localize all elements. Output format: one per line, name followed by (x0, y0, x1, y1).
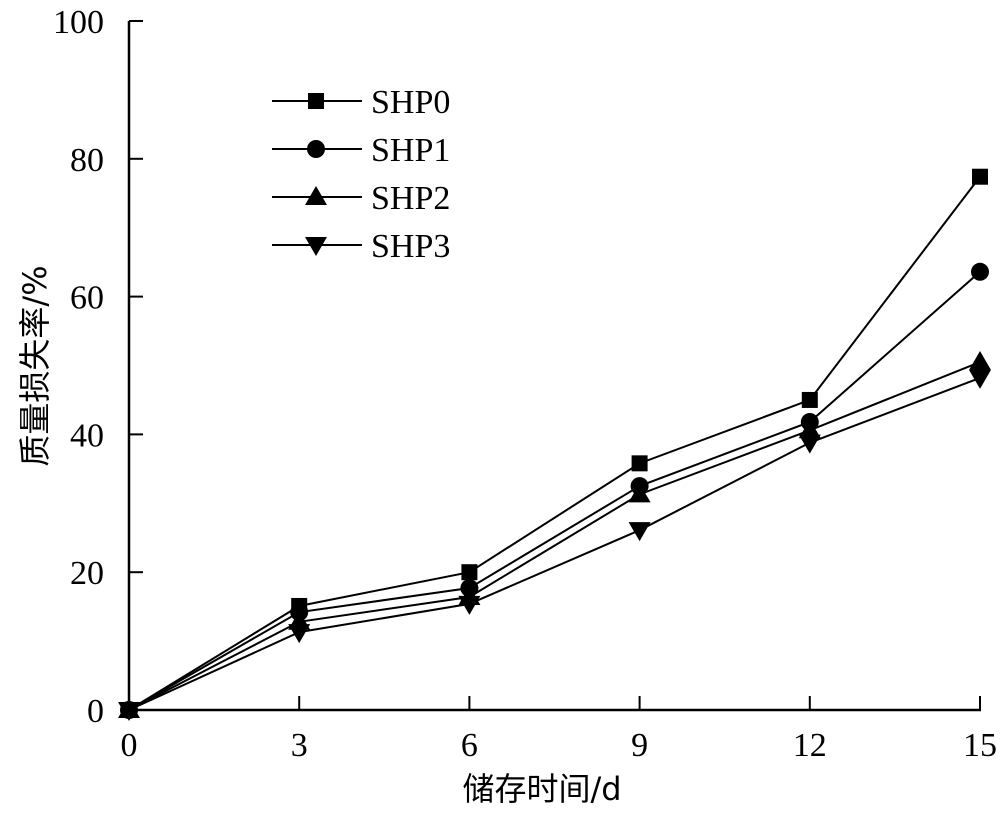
series-shp0 (121, 168, 988, 718)
data-point (631, 455, 648, 472)
x-tick-label: 3 (291, 727, 308, 764)
y-axis-title: 质量损失率/% (16, 265, 54, 466)
data-point (461, 564, 478, 581)
data-point (801, 391, 818, 408)
axes (127, 21, 981, 712)
data-point (628, 483, 651, 503)
series-line (128, 176, 981, 711)
y-tick-label: 0 (87, 693, 104, 730)
legend-label: SHP3 (371, 228, 450, 265)
data-point (798, 419, 821, 439)
legend-marker (305, 186, 327, 205)
x-tick-label: 9 (631, 727, 648, 764)
legend-item: SHP2 (272, 180, 450, 217)
series-shp1 (120, 262, 989, 719)
data-point (798, 434, 821, 454)
data-point (458, 595, 481, 615)
legend-label: SHP0 (371, 84, 450, 121)
data-point (969, 369, 991, 389)
legend-item: SHP3 (272, 228, 450, 265)
data-point (969, 351, 991, 371)
data-point (288, 624, 311, 644)
legend-label: SHP1 (371, 132, 450, 169)
y-tick-label: 40 (70, 417, 104, 454)
x-tick-label: 0 (121, 727, 138, 764)
x-ticks: 0 3 6 9 12 15 (121, 696, 997, 764)
series-shp2 (118, 351, 991, 718)
y-tick-label: 60 (70, 280, 104, 317)
legend-label: SHP2 (371, 180, 450, 217)
legend-item: SHP1 (272, 132, 450, 169)
series-line (128, 271, 981, 711)
y-tick-label: 100 (53, 4, 104, 41)
y-ticks: 0 20 40 60 80 100 (53, 4, 143, 730)
series-shp3 (118, 369, 991, 721)
data-point (118, 702, 140, 721)
data-point (971, 262, 989, 281)
x-tick-label: 15 (963, 727, 997, 764)
y-tick-label: 20 (70, 555, 104, 592)
data-point (972, 168, 988, 185)
legend: SHP0 SHP1 SHP2 SHP3 (272, 84, 450, 265)
x-tick-label: 12 (793, 727, 827, 764)
y-tick-label: 80 (70, 142, 104, 179)
data-point (628, 522, 651, 542)
legend-marker (305, 237, 327, 256)
series-line (128, 361, 981, 711)
series-line (128, 376, 981, 711)
x-axis-title: 储存时间/d (462, 770, 621, 808)
x-tick-label: 6 (461, 727, 478, 764)
legend-item: SHP0 (272, 84, 450, 121)
legend-marker (307, 140, 325, 158)
legend-marker (308, 93, 324, 109)
series-layer (118, 168, 991, 721)
